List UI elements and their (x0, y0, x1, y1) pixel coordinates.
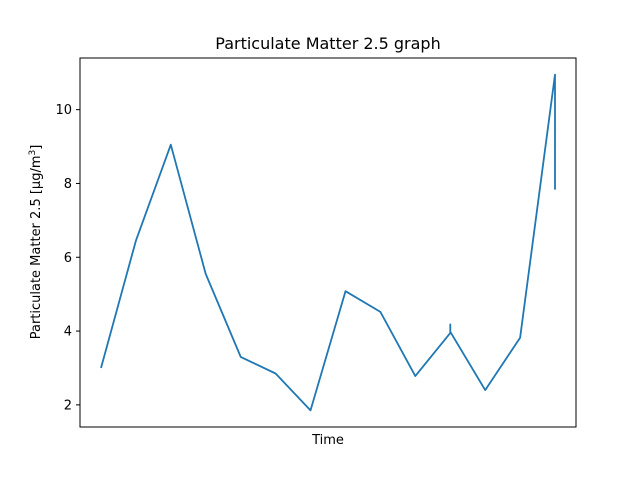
y-tick-label: 4 (64, 325, 72, 340)
y-axis-label-main: Particulate Matter 2.5 [µg/m (29, 156, 44, 340)
y-axis-label-sup: 3 (28, 150, 38, 156)
y-tick-label: 2 (64, 398, 72, 413)
x-axis-label: Time (311, 433, 344, 448)
y-axis-label: Particulate Matter 2.5 [µg/m3] (28, 145, 44, 340)
y-tick-label: 8 (64, 177, 72, 192)
y-tick-label: 10 (55, 103, 72, 118)
y-axis-label-end: ] (29, 145, 44, 150)
series-line (100, 73, 556, 412)
y-tick-label: 6 (64, 251, 72, 266)
plot-area: 2 4 6 8 10 (55, 73, 556, 413)
axes-frame (79, 57, 577, 428)
chart-title: Particulate Matter 2.5 graph (215, 34, 440, 53)
